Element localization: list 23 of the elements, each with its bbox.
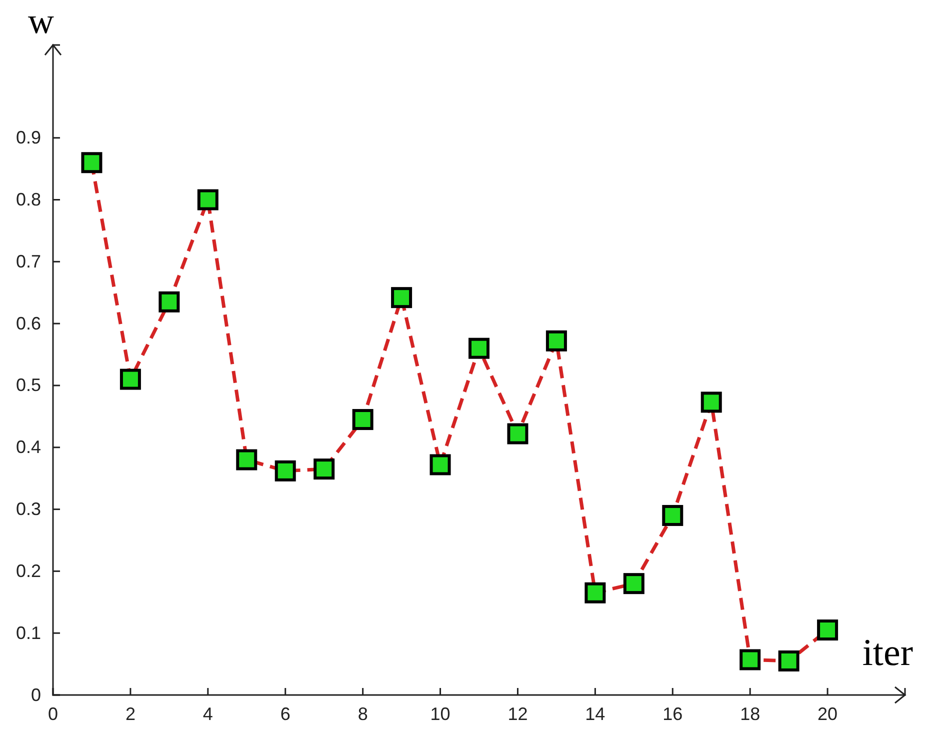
y-tick-label: 0.4 xyxy=(16,437,41,458)
y-tick-label: 0.2 xyxy=(16,560,41,581)
x-tick-label: 2 xyxy=(125,704,136,724)
x-tick-label: 10 xyxy=(430,704,450,724)
y-tick-label: 0.3 xyxy=(16,499,41,520)
y-tick-label: 0 xyxy=(30,684,41,705)
y-tick-label: 0.1 xyxy=(16,622,41,643)
y-axis-title: w xyxy=(28,1,54,41)
x-tick-label: 4 xyxy=(202,704,213,724)
y-tick-label: 0.8 xyxy=(16,190,41,210)
x-tick-label: 12 xyxy=(508,704,528,724)
y-tick-label: 0.6 xyxy=(16,313,41,334)
x-tick-label: 16 xyxy=(662,704,683,724)
x-tick-label: 8 xyxy=(358,704,368,724)
y-tick-label: 0.5 xyxy=(16,375,41,396)
x-tick-label: 0 xyxy=(48,704,58,724)
x-axis-title: iter xyxy=(862,632,914,674)
x-tick-label: 18 xyxy=(740,704,760,724)
y-tick-label: 0.9 xyxy=(16,128,41,148)
x-tick-label: 6 xyxy=(280,704,290,724)
y-tick-label: 0.7 xyxy=(16,251,41,272)
x-tick-label: 20 xyxy=(818,704,838,724)
x-tick-label: 14 xyxy=(585,704,606,724)
